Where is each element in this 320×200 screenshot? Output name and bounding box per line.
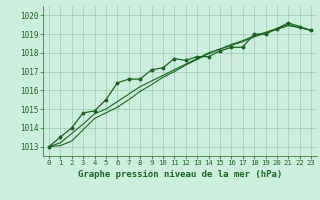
X-axis label: Graphe pression niveau de la mer (hPa): Graphe pression niveau de la mer (hPa) [78,170,282,179]
